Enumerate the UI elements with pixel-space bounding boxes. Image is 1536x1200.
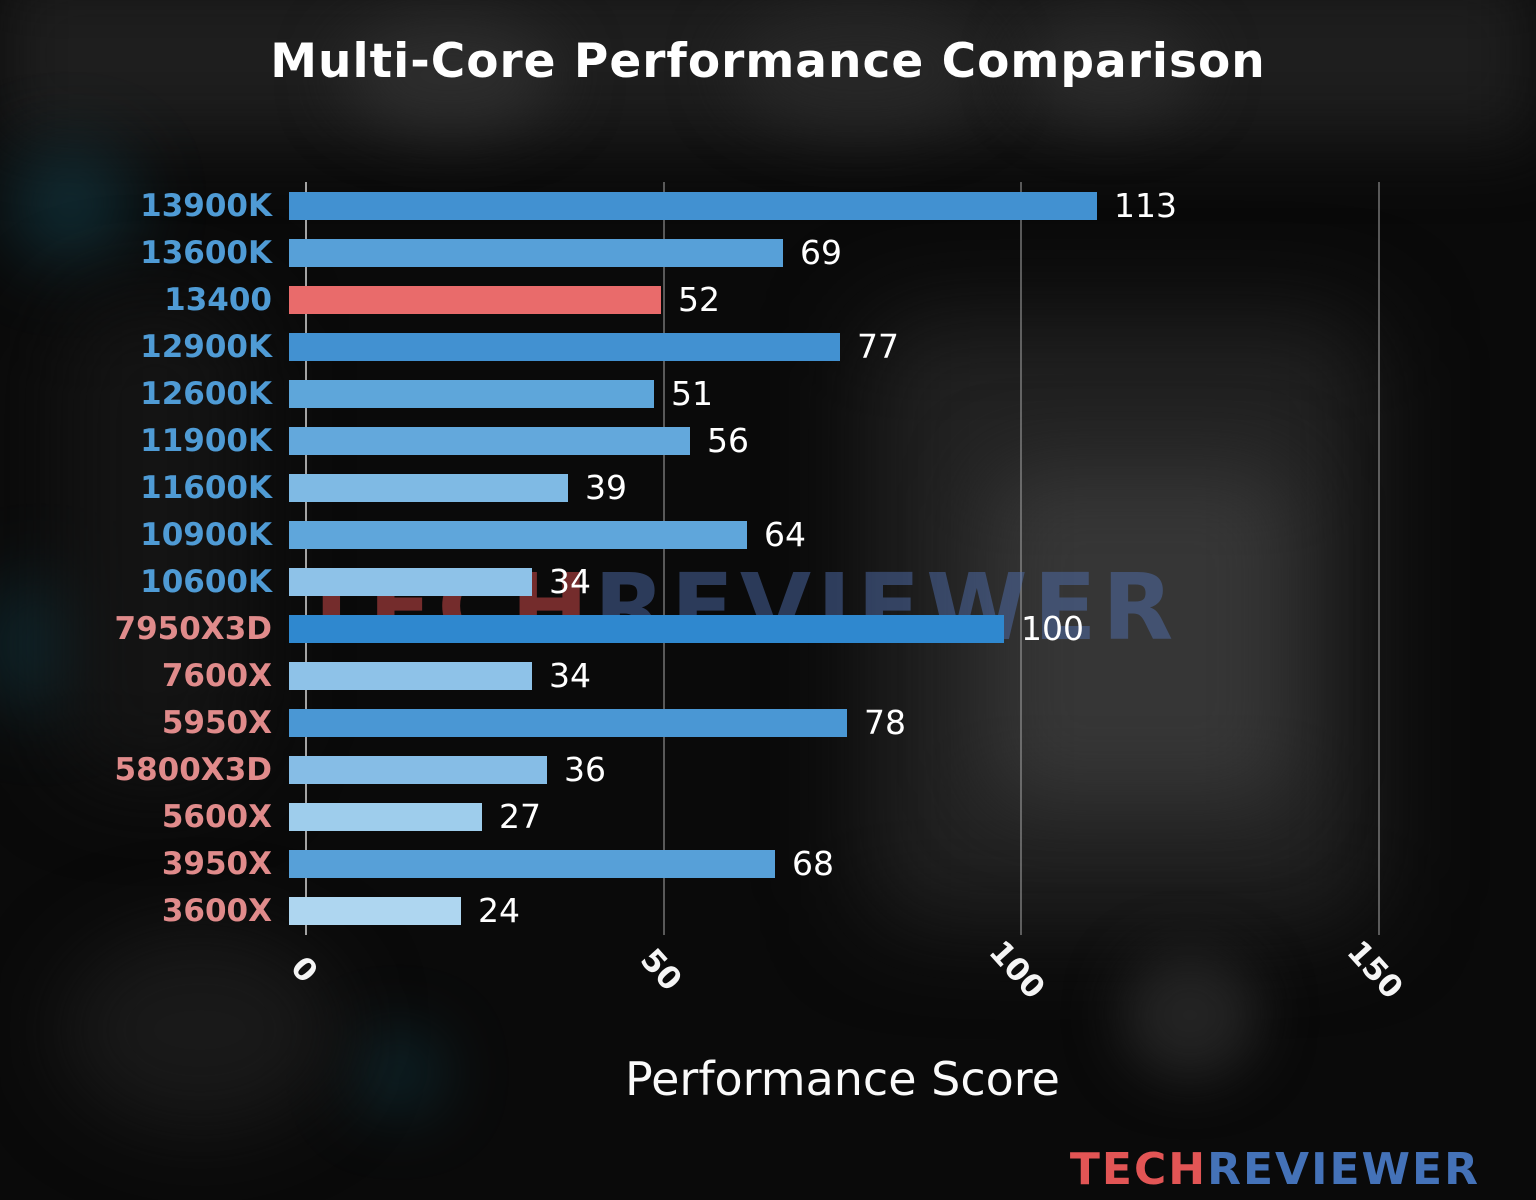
bar-row: 7950X3D 100 (0, 605, 1510, 652)
bar (289, 614, 1004, 643)
category-label: 10900K (140, 516, 272, 553)
bar-row: 5800X3D 36 (0, 746, 1510, 793)
category-label: 7600X (161, 657, 272, 694)
bar-row: 7600X 34 (0, 652, 1510, 699)
category-label: 13900K (140, 187, 272, 224)
category-label: 11600K (140, 469, 272, 506)
bar-row: 10600K 34 (0, 558, 1510, 605)
bar (289, 238, 783, 267)
gridline (1378, 182, 1380, 935)
x-tick-label: 150 (1339, 933, 1410, 1007)
chart-title: Multi-Core Performance Comparison (270, 34, 1266, 89)
bar-row: 13400 52 (0, 276, 1510, 323)
x-tick-label: 50 (633, 941, 689, 999)
category-label: 5600X (161, 798, 272, 835)
bar (289, 379, 654, 408)
category-label: 12900K (140, 328, 272, 365)
category-label: 7950X3D (114, 610, 272, 647)
bar (289, 473, 568, 502)
value-label: 68 (792, 844, 834, 883)
value-label: 34 (549, 562, 591, 601)
bar (289, 285, 661, 314)
value-label: 56 (707, 421, 749, 460)
bar-row: 11900K 56 (0, 417, 1510, 464)
bar (289, 896, 461, 925)
category-label: 11900K (140, 422, 272, 459)
value-label: 39 (585, 468, 627, 507)
bar-row: 13900K 113 (0, 182, 1510, 229)
bar (289, 426, 690, 455)
category-label: 3600X (161, 892, 272, 929)
category-label: 5800X3D (114, 751, 272, 788)
y-axis-line (305, 182, 307, 935)
bar (289, 661, 532, 690)
site-logo-tech: TECH (1069, 1144, 1208, 1195)
category-label: 3950X (161, 845, 272, 882)
site-logo-reviewer: REVIEWER (1207, 1144, 1480, 1195)
x-axis-label: Performance Score (625, 1052, 1060, 1106)
gridline (663, 182, 665, 935)
category-label: 5950X (161, 704, 272, 741)
category-label: 13600K (140, 234, 272, 271)
bar-row: 13600K 69 (0, 229, 1510, 276)
bar (289, 849, 775, 878)
bar (289, 802, 482, 831)
bar (289, 520, 747, 549)
bar-row: 3950X 68 (0, 840, 1510, 887)
bar-row: 5600X 27 (0, 793, 1510, 840)
bar-row: 11600K 39 (0, 464, 1510, 511)
value-label: 34 (549, 656, 591, 695)
x-tick-label: 100 (981, 933, 1052, 1007)
bar-row: 12900K 77 (0, 323, 1510, 370)
bar-row: 12600K 51 (0, 370, 1510, 417)
category-label: 12600K (140, 375, 272, 412)
bar (289, 567, 532, 596)
bar-row: 5950X 78 (0, 699, 1510, 746)
value-label: 77 (857, 327, 899, 366)
category-label: 10600K (140, 563, 272, 600)
bar-rows: 13900K 113 13600K 69 13400 52 12900K 77 12600K 51… (0, 182, 1510, 934)
bar (289, 708, 847, 737)
value-label: 51 (671, 374, 713, 413)
value-label: 100 (1021, 609, 1084, 648)
value-label: 27 (499, 797, 541, 836)
x-tick-label: 0 (283, 949, 325, 991)
bar-row: 10900K 64 (0, 511, 1510, 558)
bar-row: 3600X 24 (0, 887, 1510, 934)
value-label: 52 (678, 280, 720, 319)
value-label: 113 (1114, 186, 1177, 225)
bar (289, 332, 840, 361)
site-logo: TECHREVIEWER (1070, 1144, 1480, 1195)
value-label: 69 (800, 233, 842, 272)
value-label: 64 (764, 515, 806, 554)
category-label: 13400 (164, 281, 272, 318)
value-label: 36 (564, 750, 606, 789)
bar (289, 191, 1097, 220)
value-label: 24 (478, 891, 520, 930)
bar (289, 755, 547, 784)
value-label: 78 (864, 703, 906, 742)
